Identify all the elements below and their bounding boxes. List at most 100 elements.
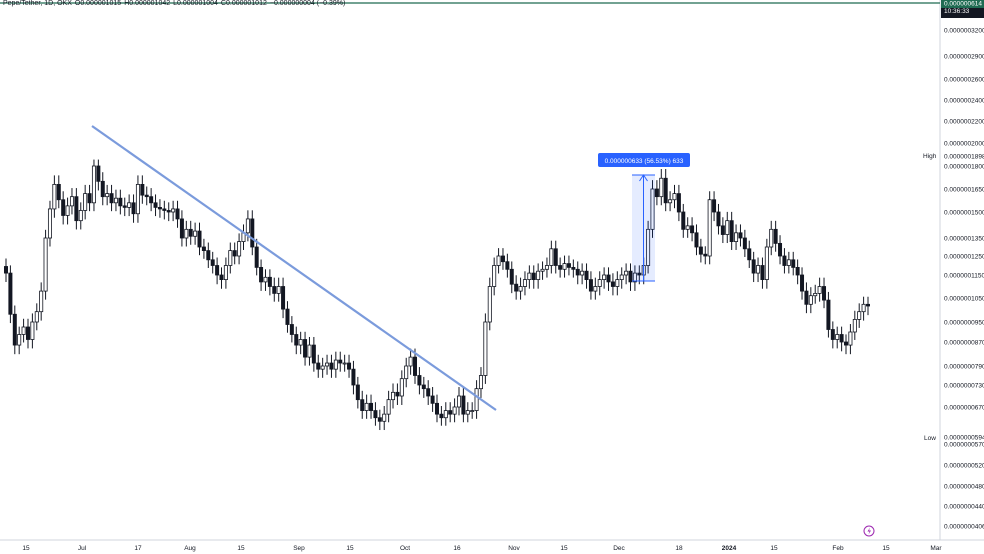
candle-body-down xyxy=(566,263,571,268)
candle-body-up xyxy=(707,199,712,257)
candle-body-up xyxy=(496,255,501,266)
candle xyxy=(646,220,651,274)
candle xyxy=(316,354,321,378)
candle-body-up xyxy=(21,326,26,335)
price-tick-label: 0.0000000520 xyxy=(944,463,984,470)
candle-body-up xyxy=(725,220,730,235)
candle xyxy=(716,203,721,235)
candle xyxy=(39,282,44,321)
candle-body-down xyxy=(461,395,466,415)
time-tick-label: Mar xyxy=(930,545,942,552)
candle-body-up xyxy=(83,193,88,211)
candle-body-down xyxy=(188,228,193,237)
candle xyxy=(747,240,752,268)
candle-body-down xyxy=(373,410,378,419)
candle-body-up xyxy=(228,250,233,266)
candle-body-up xyxy=(580,270,585,276)
price-tick-label: 0.0000000594 xyxy=(944,435,984,442)
candle-body-up xyxy=(399,378,404,397)
candle xyxy=(329,354,334,378)
candle-body-up xyxy=(307,344,312,358)
candle-body-up xyxy=(276,286,281,294)
candle-body-up xyxy=(223,265,228,280)
candle xyxy=(492,257,497,296)
candle-body-up xyxy=(659,177,664,198)
candle xyxy=(96,159,101,191)
candle xyxy=(109,184,114,212)
candle xyxy=(100,172,105,206)
time-tick-label: 15 xyxy=(882,545,890,552)
candle-body-down xyxy=(830,329,835,340)
candle xyxy=(434,394,439,423)
candle-body-down xyxy=(676,193,681,213)
candle xyxy=(566,255,571,276)
candle xyxy=(465,402,470,423)
lightning-icon[interactable] xyxy=(863,525,875,537)
candle-body-up xyxy=(452,406,457,415)
candle-body-up xyxy=(47,208,52,239)
candle xyxy=(351,360,356,395)
descending-trendline[interactable] xyxy=(91,125,497,411)
candle-body-down xyxy=(584,270,589,281)
candle xyxy=(822,277,827,309)
candle-body-down xyxy=(417,375,422,386)
candle-body-up xyxy=(382,413,387,422)
candle-body-up xyxy=(562,263,567,270)
candle-body-down xyxy=(413,356,418,376)
candle-body-down xyxy=(720,225,725,235)
candle-body-up xyxy=(342,362,347,365)
candle-body-down xyxy=(663,177,668,204)
low-label: Low xyxy=(924,435,936,442)
candle-body-down xyxy=(751,259,756,274)
candle xyxy=(483,313,488,384)
candle-body-down xyxy=(162,208,167,211)
candle-body-up xyxy=(764,246,769,280)
price-tick-label: 0.0000001050 xyxy=(944,296,984,303)
candle-body-down xyxy=(439,413,444,419)
candle-body-down xyxy=(294,334,299,346)
candle xyxy=(347,354,352,378)
candle xyxy=(30,313,35,349)
price-tick-label: 0.0000001650 xyxy=(944,187,984,194)
candle xyxy=(632,265,637,291)
candle xyxy=(338,351,343,372)
legend-close: C0.000001012 xyxy=(220,0,267,7)
candle xyxy=(421,376,426,398)
price-tick-label: 0.0000001250 xyxy=(944,254,984,261)
candle xyxy=(391,383,396,409)
price-tick-label: 0.0000003200 xyxy=(944,28,984,35)
candle-body-up xyxy=(734,232,739,243)
candle-body-up xyxy=(184,228,189,239)
candle xyxy=(703,246,708,265)
candle-body-down xyxy=(96,165,101,182)
candle-body-down xyxy=(826,299,831,330)
candle-body-up xyxy=(135,183,140,215)
candle xyxy=(276,277,281,302)
time-tick-label: Sep xyxy=(293,545,305,552)
candle-body-down xyxy=(500,255,505,263)
time-axis[interactable]: 15 Jul 17 Aug 15 Sep 15 Oct 16 Nov 15 Dec 18 2024 15 Fe… xyxy=(22,525,942,552)
candle xyxy=(769,220,774,256)
candle xyxy=(685,217,690,238)
drawings[interactable]: 0.000000633 (56.53%) 633 xyxy=(91,125,690,411)
candle xyxy=(624,263,629,285)
candle xyxy=(289,316,294,343)
candle-body-up xyxy=(685,225,690,230)
candle xyxy=(549,240,554,274)
candle xyxy=(456,387,461,416)
candle-body-up xyxy=(263,276,268,283)
candle-body-down xyxy=(434,402,439,415)
candle-body-up xyxy=(474,388,479,411)
candle-body-up xyxy=(522,279,527,287)
candle xyxy=(496,248,501,274)
candle xyxy=(17,326,22,355)
price-tick-label: 0.0000002600 xyxy=(944,77,984,84)
candle xyxy=(364,394,369,419)
candle-body-down xyxy=(421,384,426,390)
price-axis[interactable]: 0.00000036000.00000032000.00000029000.00… xyxy=(923,0,984,531)
price-tick-label: 0.0000002900 xyxy=(944,54,984,61)
candle xyxy=(690,217,695,242)
candle-body-up xyxy=(78,210,83,222)
